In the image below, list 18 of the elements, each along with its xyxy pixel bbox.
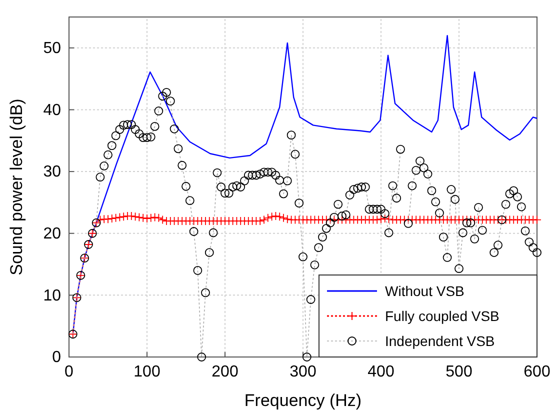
x-tick-label: 600 <box>524 363 550 380</box>
y-tick-label: 40 <box>43 102 62 119</box>
x-tick-label: 0 <box>64 363 74 380</box>
x-tick-label: 100 <box>134 363 160 380</box>
legend-label: Without VSB <box>385 283 464 299</box>
y-tick-label: 0 <box>52 349 62 366</box>
x-tick-label: 400 <box>368 363 394 380</box>
y-axis-title: Sound power level (dB) <box>7 98 26 276</box>
y-tick-label: 30 <box>43 164 62 181</box>
x-tick-label: 300 <box>290 363 316 380</box>
y-tick-label: 10 <box>43 287 62 304</box>
legend-label: Fully coupled VSB <box>385 308 500 324</box>
x-tick-label: 500 <box>446 363 472 380</box>
y-tick-label: 20 <box>43 225 62 242</box>
legend-label: Independent VSB <box>385 333 495 349</box>
y-tick-label: 50 <box>43 40 62 58</box>
x-axis-title: Frequency (Hz) <box>244 391 362 410</box>
x-tick-label: 200 <box>212 363 238 380</box>
